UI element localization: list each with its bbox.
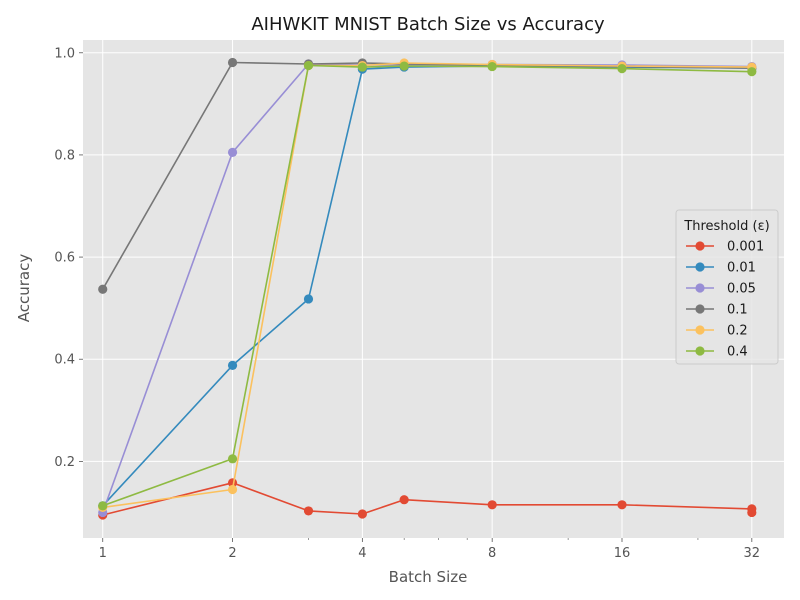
legend-marker (695, 304, 705, 314)
x-tick-label: 1 (99, 546, 107, 561)
data-point (98, 284, 108, 294)
x-axis-label: Batch Size (389, 568, 468, 586)
legend-entries: 0.001 0.01 0.05 0.1 0.2 0.4 (686, 240, 764, 360)
series-line (102, 64, 752, 507)
chart-title: AIHWKIT MNIST Batch Size vs Accuracy (251, 14, 605, 35)
data-point (303, 294, 314, 304)
data-point (227, 360, 238, 370)
y-tick-label: 0.6 (54, 251, 75, 266)
data-point (617, 64, 627, 74)
data-point (227, 57, 238, 68)
series-0.4 (98, 60, 757, 511)
y-tick-label: 0.8 (54, 148, 75, 163)
data-point (227, 147, 238, 157)
data-point (747, 67, 757, 77)
legend-entry: 0.05 (686, 282, 756, 297)
legend: Threshold (ε) 0.001 0.01 0.05 0.1 0.2 0.4 (675, 209, 779, 365)
data-point (747, 507, 757, 518)
legend-entry: 0.1 (686, 303, 748, 318)
axis-ticks: 1 2 4 8 16 32 0.2 0.4 0.6 0.8 1.0 (54, 46, 760, 561)
x-tick-label: 16 (614, 546, 631, 561)
legend-entry: 0.01 (686, 261, 756, 276)
plot-area (83, 40, 784, 538)
legend-entry: 0.2 (686, 324, 748, 339)
legend-entry: 0.4 (686, 345, 748, 360)
data-point (617, 500, 627, 510)
legend-label: 0.1 (727, 303, 748, 318)
legend-marker (695, 262, 705, 272)
data-point (487, 500, 497, 510)
data-point (357, 509, 367, 519)
data-point (399, 61, 409, 71)
data-point (303, 60, 314, 71)
series-line (102, 62, 752, 509)
x-tick-label: 4 (358, 546, 366, 561)
y-tick-label: 1.0 (54, 46, 75, 61)
data-point (357, 62, 367, 72)
legend-label: 0.001 (727, 240, 764, 255)
y-tick-label: 0.4 (54, 353, 75, 368)
legend-marker (695, 241, 705, 251)
legend-label: 0.01 (727, 261, 756, 276)
legend-entry: 0.001 (686, 240, 764, 255)
grid (83, 40, 784, 538)
legend-marker (695, 283, 705, 293)
legend-label: 0.2 (727, 324, 748, 339)
legend-label: 0.4 (727, 345, 748, 360)
series-layer (98, 57, 757, 520)
y-axis-label: Accuracy (15, 254, 33, 323)
legend-label: 0.05 (727, 282, 756, 297)
legend-marker (695, 325, 705, 335)
data-point (399, 495, 409, 505)
data-point (227, 454, 238, 464)
x-tick-label: 32 (744, 546, 761, 561)
x-tick-label: 8 (488, 546, 496, 561)
legend-title: Threshold (ε) (683, 219, 769, 234)
data-point (227, 484, 238, 495)
y-tick-label: 0.2 (54, 455, 75, 470)
x-tick-label: 2 (228, 546, 236, 561)
data-point (487, 61, 497, 72)
data-point (98, 501, 108, 511)
legend-marker (695, 346, 705, 356)
data-point (303, 506, 314, 516)
